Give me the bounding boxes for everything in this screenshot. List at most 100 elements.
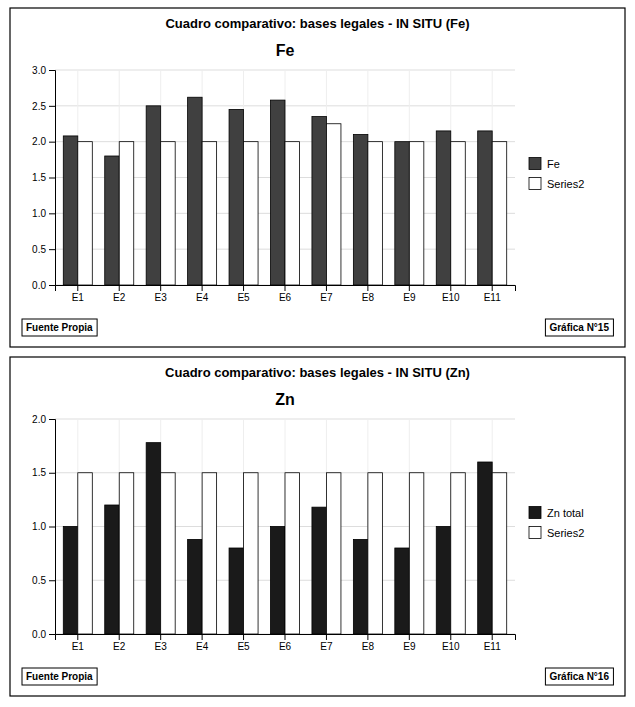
bar [478,462,493,634]
y-axis-line [49,71,56,286]
x-tick-mark [367,634,368,640]
bar-series [63,443,492,634]
x-tick-label: E1 [72,292,85,303]
annotation-text: Fuente Propia [26,671,93,682]
x-tick-mark [77,285,78,291]
y-tick-label: 2.5 [32,101,46,112]
annotation-box [545,319,613,336]
x-tick-label: E6 [279,641,292,652]
legend-swatch [529,507,541,519]
x-tick-mark [409,285,410,291]
bar [63,527,78,635]
x-tick-label: E3 [155,641,168,652]
bar [161,142,176,285]
annotation-box [545,668,613,685]
x-tick-mark [326,634,327,640]
legend-swatch [529,158,541,170]
bar [188,97,203,285]
legend: Zn totalSeries2 [529,507,584,539]
x-tick-label: E7 [320,292,333,303]
legend-label: Fe [547,158,560,170]
x-tick: E8 [362,634,375,652]
bar [492,142,507,285]
chart-panel: Cuadro comparativo: bases legales - IN S… [10,8,625,347]
bar [326,473,341,634]
chart-title: Cuadro comparativo: bases legales - IN S… [165,365,470,380]
y-tick-label: 2.0 [32,136,46,147]
x-tick-label: E9 [403,292,416,303]
y-tick: 0.5 [32,575,55,586]
x-tick-label: E4 [196,641,209,652]
x-tick-mark [450,634,451,640]
bar [312,507,327,634]
x-tick-mark [243,634,244,640]
bar [492,473,507,634]
bar [146,106,161,285]
x-tick-mark [367,285,368,291]
x-tick-label: E1 [72,641,85,652]
y-tick-mark [49,419,55,420]
bar [119,473,134,634]
y-tick: 2.0 [32,136,55,147]
x-tick-label: E2 [113,641,126,652]
x-tick-label: E5 [237,641,250,652]
y-tick: 2.5 [32,101,55,112]
y-tick: 1.5 [32,467,55,478]
bar [368,473,383,634]
x-axis: E1E2E3E4E5E6E7E8E9E10E11 [56,285,516,303]
legend-item: Zn total [529,507,584,519]
bar [105,505,120,634]
x-tick: E1 [72,285,85,303]
x-tick-label: E8 [362,292,375,303]
bar [244,142,259,285]
y-tick-mark [49,70,55,71]
y-tick-mark [49,213,55,214]
x-tick: E11 [484,634,501,652]
y-tick-label: 1.5 [32,467,46,478]
legend-swatch [529,527,541,539]
bar [353,539,368,634]
x-tick: E2 [113,285,126,303]
y-tick-label: 1.5 [32,172,46,183]
bar [229,548,244,634]
bar [436,131,451,285]
x-tick-mark [160,634,161,640]
x-tick-mark [492,285,493,291]
bar-series [78,473,507,634]
legend-label: Zn total [547,507,584,519]
bar [436,527,451,635]
x-axis-line [56,286,516,292]
bar-series [78,124,507,285]
x-tick-label: E11 [484,641,501,652]
bar [326,124,341,285]
annotation: Gráfica N°16 [545,668,613,685]
y-tick: 0.0 [32,629,55,640]
legend-swatch [529,178,541,190]
bar [146,443,161,634]
y-tick-label: 0.0 [32,629,46,640]
y-tick-mark [49,473,55,474]
legend-label: Series2 [547,178,584,190]
x-axis: E1E2E3E4E5E6E7E8E9E10E11 [56,634,516,652]
bar [285,473,300,634]
x-tick: E6 [279,634,292,652]
x-tick: E9 [403,285,416,303]
x-tick-mark [119,285,120,291]
bar [353,135,368,286]
bar [270,527,285,635]
legend: Fe Series2 [529,158,584,190]
x-tick: E4 [196,285,209,303]
x-tick-mark [243,285,244,291]
x-tick-label: E2 [113,292,126,303]
bar [188,539,203,634]
x-tick: E10 [442,634,460,652]
x-tick: E2 [113,634,126,652]
bars [63,97,506,285]
bars [63,443,506,634]
annotation-box [22,668,97,685]
chart-page: Cuadro comparativo: bases legales - IN S… [0,0,635,707]
bar [161,473,176,634]
y-tick: 0.5 [32,244,55,255]
bar [63,136,78,285]
y-tick-label: 1.0 [32,521,46,532]
